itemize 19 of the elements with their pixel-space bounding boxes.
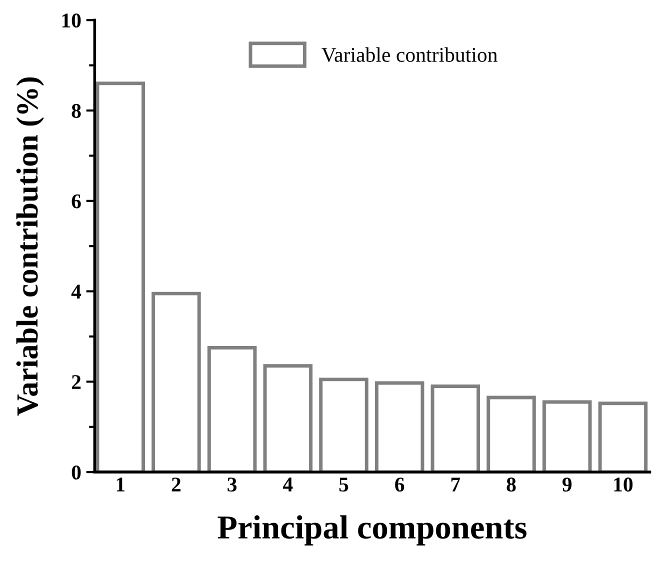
y-axis-title: Variable contribution (%) [16,77,44,416]
x-tick-label: 4 [282,478,293,492]
x-tick-label: 1 [116,478,124,492]
x-tick-label: 6 [395,478,404,492]
y-tick-label: 8 [72,104,81,118]
y-tick-label: 10 [62,14,81,28]
x-tick-label: 5 [339,478,348,492]
x-tick-label: 2 [172,478,181,492]
y-tick-label: 2 [72,375,81,389]
x-tick-label: 8 [506,478,516,492]
x-tick-label: 10 [614,478,633,492]
x-axis-title: Principal components [218,515,526,546]
y-tick-label: 4 [71,284,82,299]
x-tick-label: 9 [562,478,572,492]
legend-label: Variable contribution [322,47,498,62]
x-tick-label: 3 [228,478,237,492]
y-tick-label: 6 [72,194,81,208]
y-tick-label: 0 [72,465,81,480]
x-tick-label: 7 [451,478,460,492]
